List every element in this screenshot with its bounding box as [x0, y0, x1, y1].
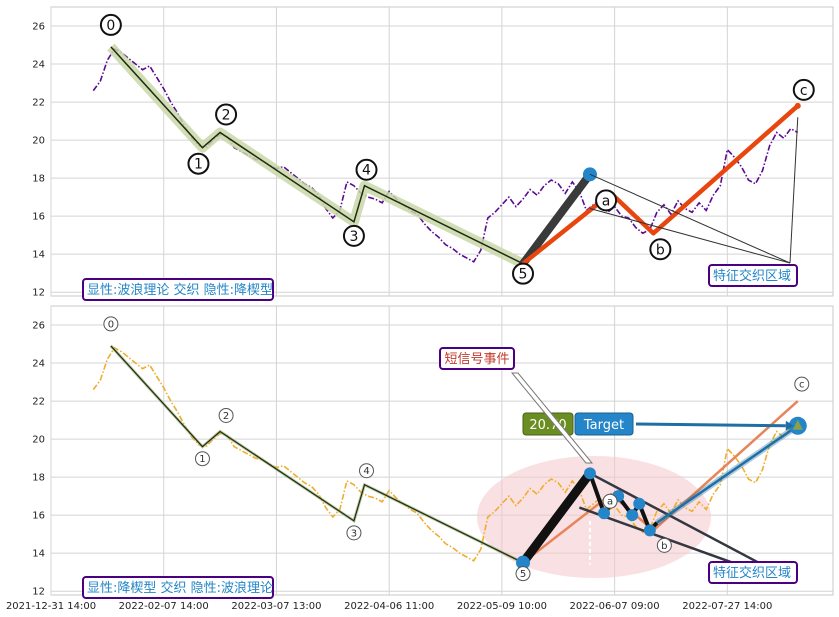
y-tick-label: 26 — [32, 321, 45, 332]
wave-label: 1 — [199, 454, 205, 465]
panel-caption: 显性:降楔型 交织 隐性:波浪理论 — [87, 580, 273, 596]
wave-line — [110, 345, 524, 564]
projection-label-circle — [794, 376, 810, 392]
price-line — [92, 346, 799, 562]
signal-label-box — [439, 347, 515, 370]
impulse-line — [518, 468, 595, 568]
signal-arrow — [510, 372, 594, 464]
wave-label: 2 — [223, 411, 229, 422]
wave-label-circle — [194, 451, 210, 467]
target-label: Target — [583, 418, 624, 433]
panel-caption-box — [82, 278, 274, 301]
wave-label-circle — [218, 407, 234, 423]
y-tick-label: 18 — [32, 473, 45, 484]
y-tick-label: 22 — [32, 397, 45, 408]
y-tick-label: 20 — [32, 136, 45, 147]
wave-label-circle — [515, 566, 531, 582]
x-tick-label: 2022-03-07 13:00 — [231, 601, 321, 612]
plot-frame — [50, 6, 834, 297]
wave-label: 5 — [520, 569, 526, 580]
projection-end-dot — [794, 102, 801, 109]
signal-label: 短信号事件 — [444, 352, 509, 367]
projection-label: b — [661, 541, 667, 552]
wedge-dot — [583, 467, 596, 480]
projection-label: a — [607, 497, 613, 508]
wave-label-circle — [215, 103, 238, 126]
y-tick-label: 26 — [32, 22, 45, 33]
target-triangle — [792, 419, 803, 430]
y-tick-label: 12 — [32, 587, 45, 598]
wedge-upper-line — [589, 472, 781, 576]
x-tick-label: 2022-04-06 11:00 — [344, 601, 434, 612]
wedge-dot — [643, 524, 656, 537]
wave-label-circle — [342, 224, 365, 247]
target-label-box — [574, 412, 634, 436]
x-tick-label: 2022-05-09 10:00 — [457, 601, 547, 612]
y-tick-label: 22 — [32, 98, 45, 109]
projection-label-circle — [602, 493, 618, 509]
zone-label-box — [708, 264, 798, 287]
y-tick-label: 16 — [32, 511, 45, 522]
wave-label: 1 — [194, 157, 203, 173]
wave-label-circle — [359, 463, 375, 479]
wedge-dot — [633, 497, 646, 510]
wave-label: 0 — [108, 319, 114, 330]
y-tick-label: 14 — [32, 549, 45, 560]
y-tick-label: 12 — [32, 288, 45, 299]
projection-label: c — [799, 380, 805, 391]
zone-connector — [589, 173, 791, 264]
target-arrowhead — [785, 420, 794, 431]
wave-label-circle — [346, 525, 362, 541]
wave-label-circle — [512, 262, 535, 285]
wave-label: 5 — [519, 267, 528, 283]
zone-label-box — [708, 561, 798, 584]
projection-label: a — [602, 193, 611, 209]
wave-label: 4 — [362, 163, 371, 179]
wave-label: 4 — [363, 466, 369, 477]
y-tick-label: 18 — [32, 174, 45, 185]
wave-label-circle — [355, 158, 378, 181]
x-tick-label: 2022-07-27 14:00 — [682, 601, 772, 612]
wedge-dot — [626, 509, 639, 522]
impulse-line — [519, 170, 594, 268]
target-line — [656, 424, 799, 524]
y-tick-label: 24 — [32, 359, 45, 370]
wedge-dot — [598, 507, 611, 520]
panel-caption: 显性:波浪理论 交织 隐性:降楔型 — [87, 282, 273, 298]
y-tick-label: 16 — [32, 212, 45, 223]
zone-label: 特征交织区域 — [713, 565, 791, 581]
x-tick-label: 2022-06-07 09:00 — [570, 601, 660, 612]
wave-label-circle — [187, 152, 210, 175]
start-dot — [516, 555, 531, 570]
wave-label-circle — [103, 316, 119, 332]
target-arrow — [635, 422, 786, 428]
zone-connector — [589, 208, 791, 264]
projection-line — [521, 104, 800, 266]
x-tick-label: 2021-12-31 14:00 — [6, 601, 96, 612]
projection-label-circle — [649, 238, 672, 261]
x-axis-labels: 2021-12-31 14:00 2022-02-07 14:00 2022-03-… — [6, 601, 772, 612]
wave-line — [110, 46, 524, 265]
zone-connector — [789, 117, 799, 264]
wave-label: 3 — [351, 528, 357, 539]
x-tick-label: 2022-02-07 14:00 — [119, 601, 209, 612]
projection-label-circle — [656, 537, 672, 553]
projection-label: b — [656, 242, 665, 258]
projection-label-circle — [792, 78, 815, 101]
wave-label-circle — [99, 13, 122, 36]
projection-label: c — [800, 83, 808, 99]
zone-label: 特征交织区域 — [713, 268, 791, 284]
projection-label-circle — [595, 189, 618, 212]
wave-label: 3 — [349, 229, 358, 245]
wave-label: 2 — [222, 107, 231, 123]
y-tick-label: 24 — [32, 60, 45, 71]
y-tick-label: 20 — [32, 435, 45, 446]
wave-label: 0 — [106, 18, 115, 34]
y-tick-label: 14 — [32, 250, 45, 261]
panel-caption-box — [82, 576, 274, 599]
